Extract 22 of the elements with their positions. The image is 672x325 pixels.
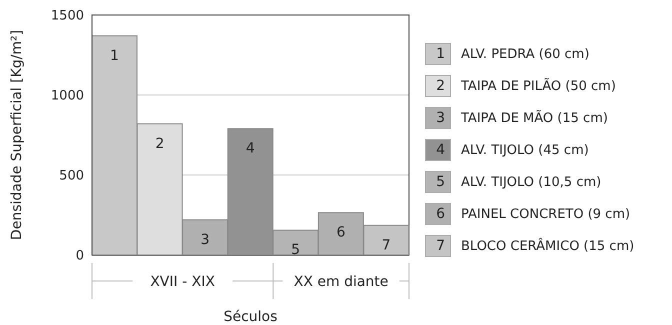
x-tick-label: 7 xyxy=(382,237,391,254)
x-axis-title: Séculos xyxy=(224,309,278,325)
category-label: 3 xyxy=(436,110,445,126)
y-tick-label: 1500 xyxy=(50,8,84,24)
x-tick-label: 3 xyxy=(200,232,210,248)
category-label: 6 xyxy=(436,206,445,222)
y-axis-title: Densidade Superficial [Kg/m²] xyxy=(8,30,25,240)
legend-label: PAINEL CONCRETO (9 cm) xyxy=(461,206,630,222)
legend-label: TAIPA DE PILÃO (50 cm) xyxy=(461,78,616,94)
category-label: 2 xyxy=(436,78,445,94)
y-tick-label: 1000 xyxy=(50,88,84,104)
category-label: 5 xyxy=(436,174,445,190)
text: XX em diante xyxy=(294,274,388,290)
y-tick-label: 500 xyxy=(59,168,84,184)
text: XVII - XIX xyxy=(150,274,216,290)
legend-label: TAIPA DE MÃO (15 cm) xyxy=(461,110,608,126)
category-label: 1 xyxy=(436,46,445,62)
legend-label: ALV. TIJOLO (10,5 cm) xyxy=(461,174,602,190)
legend-label: ALV. PEDRA (60 cm) xyxy=(461,46,590,62)
y-tick-label: 0 xyxy=(76,248,84,264)
legend-label: BLOCO CERÂMICO (15 cm) xyxy=(461,238,634,254)
legend-label: ALV. TIJOLO (45 cm) xyxy=(461,142,589,158)
